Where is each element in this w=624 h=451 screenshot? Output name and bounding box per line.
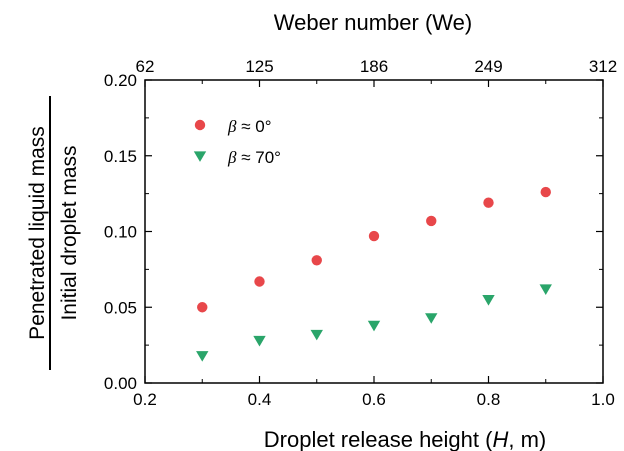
x-tick-label: 0.2	[133, 390, 157, 409]
x-axis-title-main: Droplet release height (	[264, 427, 493, 451]
plot-area: 0.2 62 0.4 125 0.6 186 0.8 249 1.0 312 0.00 0.05 0.1…	[104, 57, 617, 409]
legend-marker-2	[193, 151, 207, 162]
top-tick-label: 62	[136, 57, 155, 76]
y-tick-label: 0.20	[104, 71, 137, 90]
data-point-series-1	[483, 197, 494, 208]
legend-symbol: β	[227, 117, 237, 136]
top-tick-label: 125	[245, 57, 273, 76]
y-tick-label: 0.10	[104, 223, 137, 242]
data-point-series-1	[368, 230, 380, 242]
data-point-series-1	[197, 302, 208, 313]
data-point-series-1	[311, 255, 322, 266]
data-point-series-2	[425, 313, 438, 324]
y-axis-title-denominator: Initial droplet mass	[58, 145, 81, 320]
y-tick-label: 0.00	[104, 374, 137, 393]
x-tick-label: 0.4	[248, 390, 272, 409]
x-tick-label: 0.6	[362, 390, 386, 409]
top-tick-label: 186	[360, 57, 388, 76]
x-tick-label: 0.8	[477, 390, 501, 409]
x-axis-title: Droplet release height (H, m)	[264, 427, 546, 451]
data-point-series-2	[539, 284, 552, 295]
y-axis-title: Penetrated liquid mass Initial droplet m…	[26, 96, 81, 370]
y-axis-title-numerator: Penetrated liquid mass	[26, 126, 49, 340]
data-point-series-2	[253, 335, 266, 347]
data-point-series-1	[426, 215, 437, 227]
x-tick-label: 1.0	[591, 390, 615, 409]
data-point-series-2	[367, 320, 381, 332]
top-axis-title: Weber number (We)	[274, 10, 472, 35]
data-point-series-1	[254, 276, 265, 287]
data-point-series-2	[196, 351, 209, 362]
data-point-series-2	[482, 295, 495, 306]
legend-suffix: ≈ 70°	[236, 148, 280, 167]
data-point-series-1	[540, 186, 551, 198]
x-axis-title-unit: , m)	[508, 427, 546, 451]
y-tick-label: 0.15	[104, 147, 137, 166]
legend-marker-1	[194, 119, 206, 131]
y-tick-label: 0.05	[104, 298, 137, 317]
data-point-series-2	[310, 329, 323, 341]
x-axis-title-italic: H	[492, 427, 508, 451]
top-tick-label: 312	[589, 57, 617, 76]
top-tick-label: 249	[474, 57, 502, 76]
legend-suffix: ≈ 0°	[236, 117, 271, 136]
legend-label-1: β ≈ 0°	[227, 117, 272, 136]
legend-label-2: β ≈ 70°	[227, 148, 281, 167]
legend-symbol: β	[227, 148, 237, 167]
